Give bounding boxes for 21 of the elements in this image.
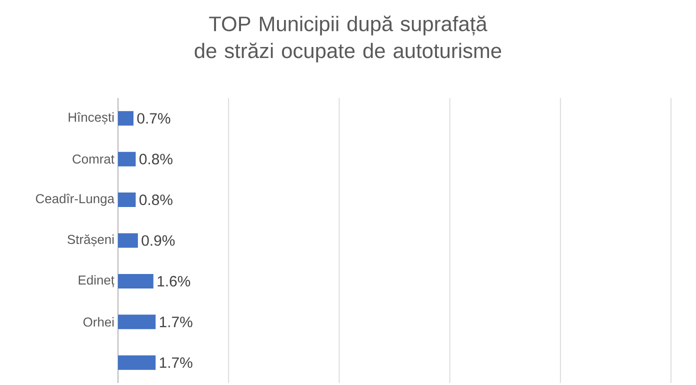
bar xyxy=(118,274,154,288)
bar xyxy=(118,111,134,126)
data-label: 0.7% xyxy=(137,113,170,124)
data-label: 1.7% xyxy=(160,316,192,328)
bar xyxy=(118,355,156,370)
y-tick-label: Ceadîr-Lunga xyxy=(36,194,114,206)
y-tick-label: Edineț xyxy=(78,275,114,288)
y-tick-label: Comrat xyxy=(72,154,114,164)
y-tick-label: Strășeni xyxy=(68,234,114,247)
bar xyxy=(118,152,136,166)
y-tick-label: Hîncești xyxy=(68,112,114,124)
chart-title: TOP Municipii după suprafață de străzi ocupate de autoturisme xyxy=(194,16,502,62)
data-label: 0.8% xyxy=(139,154,172,164)
y-tick-label: Orhei xyxy=(83,317,114,327)
bar xyxy=(118,233,138,248)
data-label: 0.9% xyxy=(142,235,175,246)
data-label: 1.7% xyxy=(160,357,192,368)
data-label: 1.6% xyxy=(158,276,190,286)
bar xyxy=(118,314,156,330)
bar xyxy=(118,192,136,208)
data-label: 0.8% xyxy=(139,194,172,206)
